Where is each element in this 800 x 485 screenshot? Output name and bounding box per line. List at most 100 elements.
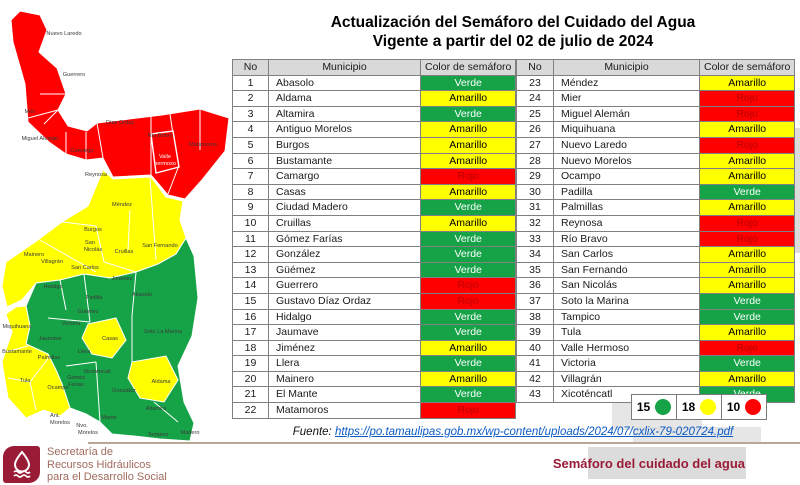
map-label: Morelos: [50, 420, 70, 426]
source-link[interactable]: https://po.tamaulipas.gob.mx/wp-content/…: [334, 426, 734, 438]
source-label: Fuente:: [292, 426, 332, 438]
table-cell: Gómez Farías: [268, 230, 421, 248]
table-cell: 30: [516, 183, 554, 201]
legend-cell-green: 15: [631, 394, 677, 420]
semaphore-cell: Amarillo: [698, 74, 796, 92]
semaphore-cell: Verde: [419, 74, 517, 92]
table-cell: 16: [232, 308, 269, 326]
map-label: Abasolo: [132, 292, 152, 298]
table-cell: 36: [516, 277, 554, 294]
table-row: 12 González Verde: [232, 246, 517, 263]
table-cell: Cruillas: [268, 214, 421, 232]
semaphore-cell: Verde: [419, 246, 517, 263]
semaphore-cell: Verde: [698, 355, 796, 372]
table-cell: 28: [516, 152, 554, 170]
agency-name: Secretaría de Recursos Hidráulicos para …: [47, 446, 167, 484]
semaphore-cell: Rojo: [419, 277, 517, 294]
table-row: 30 Padilla Verde: [516, 183, 796, 201]
map-region-casas: [81, 317, 127, 359]
semaphore-cell: Amarillo: [698, 324, 796, 341]
table-row: 28 Nuevo Morelos Amarillo: [516, 152, 796, 170]
table-cell: 5: [232, 136, 269, 154]
semaphore-cell: Verde: [419, 230, 517, 248]
semaphore-cell: Rojo: [419, 402, 517, 419]
table-cell: 23: [516, 74, 554, 92]
table-cell: Méndez: [553, 74, 700, 92]
table-cell: 29: [516, 168, 554, 185]
semaphore-cell: Amarillo: [419, 183, 517, 201]
municipality-table-2: No Municipio Color de semáforo 23 Méndez Amar…: [516, 59, 796, 404]
table-cell: 6: [232, 152, 269, 170]
map-label: Nicolás: [84, 247, 103, 253]
map-label: Ant.: [50, 413, 60, 419]
table-row: 10 Cruillas Amarillo: [232, 214, 517, 232]
map-label: Casas: [102, 336, 118, 342]
table-cell: Mainero: [268, 370, 421, 388]
table-cell: Jaumave: [268, 324, 421, 341]
table-cell: Guerrero: [268, 277, 421, 294]
map-label: Jaumave: [39, 336, 62, 342]
table-cell: 33: [516, 230, 554, 248]
table-cell: Hidalgo: [268, 308, 421, 326]
table-cell: 39: [516, 324, 554, 341]
table-cell: Mier: [553, 90, 700, 107]
agency-line: Recursos Hidráulicos: [47, 458, 151, 471]
table-cell: Ciudad Madero: [268, 199, 421, 216]
agency-line: para el Desarrollo Social: [47, 471, 167, 483]
map-label: Morelos: [78, 430, 98, 436]
table-cell: San Fernando: [553, 261, 700, 279]
map-label: Mante: [101, 415, 117, 421]
semaphore-cell: Amarillo: [419, 370, 517, 388]
semaphore-cell: Verde: [419, 308, 517, 326]
semaphore-cell: Amarillo: [698, 370, 796, 388]
table-cell: 41: [516, 355, 554, 372]
map-label: Farías: [68, 382, 84, 388]
map-label: Altamira: [146, 406, 167, 412]
map-label: Xicoténcatl: [83, 369, 110, 375]
table-row: 13 Güémez Verde: [232, 261, 517, 279]
map-label: Nvo.: [76, 423, 88, 429]
table-row: 27 Nuevo Laredo Rojo: [516, 136, 796, 154]
table-cell: Tula: [553, 324, 700, 341]
table-cell: González: [268, 246, 421, 263]
legend-count: 15: [636, 400, 651, 414]
table-row: 41 Victoria Verde: [516, 355, 796, 372]
program-title: Semáforo del cuidado del agua: [552, 456, 745, 471]
table-header-row: No Municipio Color de semáforo: [516, 59, 796, 76]
table-row: 3 Altamira Verde: [232, 105, 517, 123]
title-line-1: Actualización del Semáforo del Cuidado d…: [330, 14, 696, 31]
footer-divider: [88, 442, 800, 444]
semaphore-cell: Rojo: [698, 230, 796, 248]
legend-count: 10: [726, 400, 741, 414]
map-label: Matamoros: [189, 142, 217, 148]
table-cell: 20: [232, 370, 269, 388]
map-region-valle-hermoso: [150, 130, 180, 174]
map-label: Río Bravo: [148, 133, 173, 139]
map-label: Victoria: [62, 321, 81, 327]
map-municipal-borders: [27, 51, 201, 195]
map-label: Bustamante: [2, 349, 32, 355]
table-header-row: No Municipio Color de semáforo: [232, 59, 517, 76]
table-cell: Miguel Alemán: [553, 105, 700, 123]
table-cell: 11: [232, 230, 269, 248]
map-label: Mainero: [24, 252, 44, 258]
column-header: Municipio: [553, 59, 700, 76]
map-label: Jiménez: [112, 276, 133, 282]
table-cell: 35: [516, 261, 554, 279]
map-label: Méndez: [112, 202, 132, 208]
table-cell: San Carlos: [553, 246, 700, 263]
table-cell: 19: [232, 355, 269, 372]
table-cell: 12: [232, 246, 269, 263]
table-cell: Gustavo Díaz Ordaz: [268, 292, 421, 310]
map-label: Miquihuana: [3, 324, 33, 330]
map-label: Guerrero: [63, 72, 85, 78]
table-cell: 25: [516, 105, 554, 123]
table-row: 39 Tula Amarillo: [516, 324, 796, 341]
table-row: 36 San Nicolás Amarillo: [516, 277, 796, 294]
tamaulipas-choropleth-map: Nuevo Laredo Guerrero Mier Miguel Alemán Cam…: [1, 10, 230, 442]
semaphore-cell: Amarillo: [419, 214, 517, 232]
table-cell: 3: [232, 105, 269, 123]
map-municipal-borders: [39, 177, 157, 273]
map-municipal-borders: [5, 345, 51, 411]
